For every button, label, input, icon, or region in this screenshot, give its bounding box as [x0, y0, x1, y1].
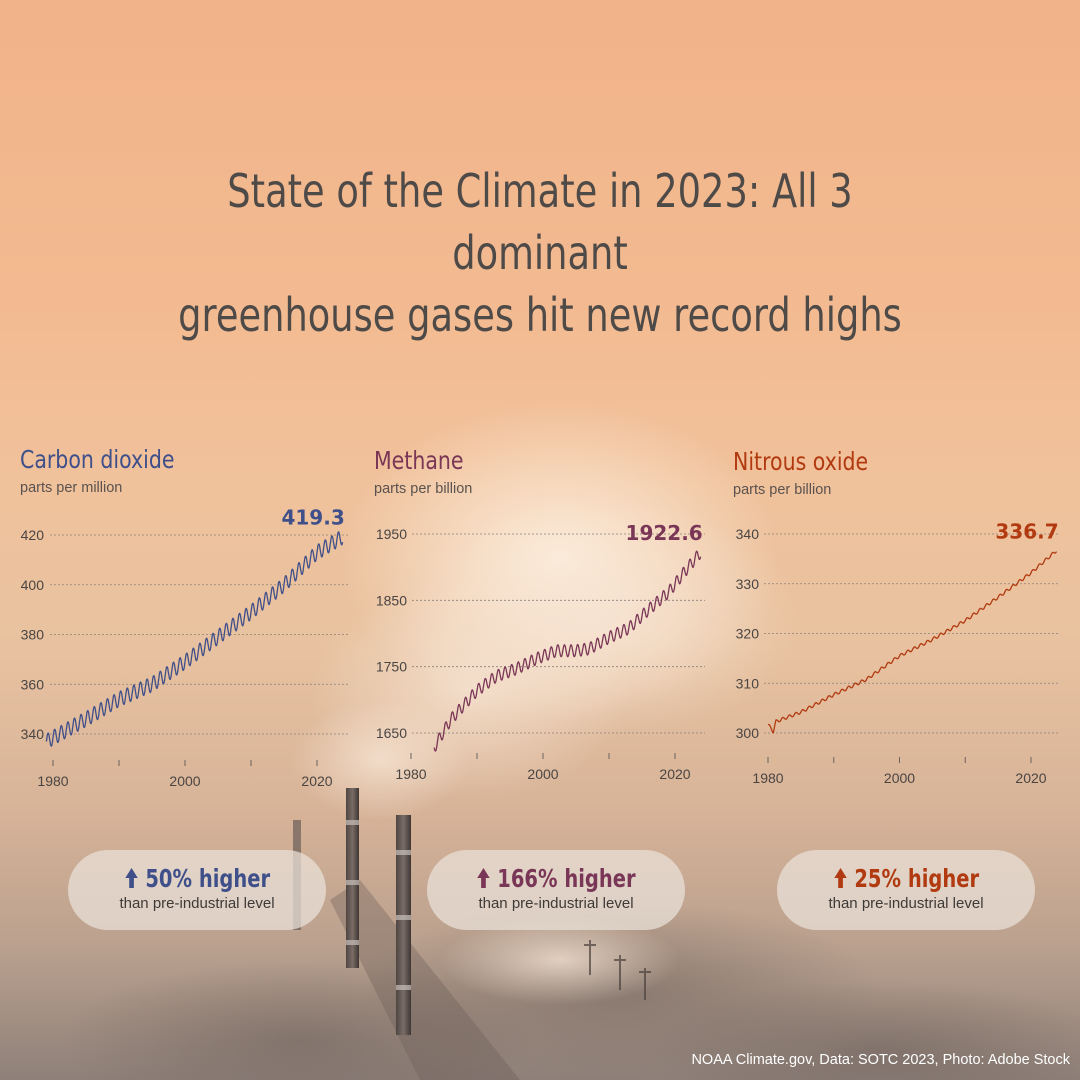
co2-series-line [45, 531, 344, 747]
n2o-increase-badge: 25% higher than pre-industrial level [777, 850, 1035, 930]
page-title: State of the Climate in 2023: All 3 domi… [156, 160, 924, 346]
methane-chart-header: Methane parts per billion [374, 446, 483, 497]
co2-chart-unit: parts per million [20, 480, 123, 496]
smokestack-1 [346, 788, 359, 968]
methane-increase-subtext: than pre-industrial level [478, 895, 634, 912]
n2o-y-tick-label: 320 [736, 626, 760, 642]
methane-chart-unit: parts per billion [374, 481, 473, 497]
arrow-up-icon [477, 868, 490, 888]
co2-increase-text: 50% higher [145, 864, 270, 893]
methane-series-line [433, 550, 702, 752]
methane-increase-badge: 166% higher than pre-industrial level [427, 850, 685, 930]
co2-increase-badge: 50% higher than pre-industrial level [68, 850, 326, 930]
methane-x-tick-label: 2020 [659, 766, 690, 782]
n2o-x-tick-label: 2000 [884, 770, 915, 786]
co2-chart-header: Carbon dioxide parts per million [20, 445, 208, 496]
n2o-latest-value-label: 336.7 [995, 519, 1058, 543]
arrow-up-icon [124, 868, 138, 888]
methane-x-tick-label: 2000 [527, 766, 558, 782]
methane-x-tick-label: 1980 [395, 766, 426, 782]
smokestack-2 [396, 815, 411, 1035]
co2-chart-title: Carbon dioxide [20, 445, 175, 474]
methane-y-tick-label: 1950 [376, 526, 407, 542]
co2-y-tick-label: 400 [21, 577, 45, 593]
n2o-y-tick-label: 310 [736, 675, 760, 691]
n2o-x-tick-label: 2020 [1015, 770, 1046, 786]
co2-y-tick-label: 420 [21, 527, 45, 543]
co2-y-tick-label: 340 [21, 726, 45, 742]
co2-y-tick-label: 360 [21, 676, 45, 692]
source-credit: NOAA Climate.gov, Data: SOTC 2023, Photo… [691, 1052, 1070, 1068]
co2-y-tick-label: 380 [21, 627, 45, 643]
n2o-chart-header: Nitrous oxide parts per billion [733, 447, 898, 498]
co2-increase-subtext: than pre-industrial level [119, 895, 275, 912]
n2o-chart-unit: parts per billion [733, 482, 832, 498]
methane-y-tick-label: 1750 [376, 659, 407, 675]
arrow-up-icon [833, 868, 847, 888]
title-line-2: greenhouse gases hit new record highs [178, 288, 902, 342]
co2-x-tick-label: 1980 [37, 773, 68, 789]
n2o-y-tick-label: 300 [736, 725, 760, 741]
n2o-x-tick-label: 1980 [752, 770, 783, 786]
n2o-series-line [767, 551, 1058, 734]
methane-increase-text: 166% higher [497, 864, 636, 893]
co2-latest-value-label: 419.3 [281, 506, 344, 530]
methane-chart-title: Methane [374, 446, 464, 475]
n2o-y-tick-label: 340 [736, 526, 760, 542]
co2-x-tick-label: 2000 [169, 773, 200, 789]
co2-x-tick-label: 2020 [301, 773, 332, 789]
n2o-chart-title: Nitrous oxide [733, 447, 869, 476]
n2o-increase-subtext: than pre-industrial level [828, 895, 984, 912]
title-line-1: State of the Climate in 2023: All 3 domi… [227, 164, 853, 280]
methane-y-tick-label: 1850 [376, 592, 407, 608]
n2o-y-tick-label: 330 [736, 576, 760, 592]
methane-latest-value-label: 1922.6 [626, 521, 703, 545]
methane-y-tick-label: 1650 [376, 725, 407, 741]
n2o-increase-text: 25% higher [854, 864, 979, 893]
power-pylons [584, 940, 651, 1000]
